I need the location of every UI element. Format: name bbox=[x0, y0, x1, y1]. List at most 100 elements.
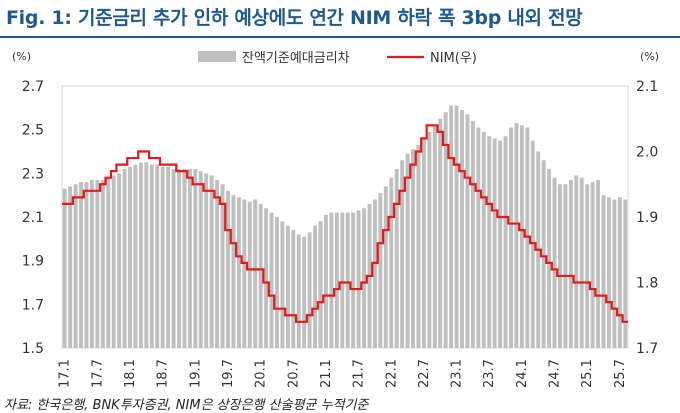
x-tick-label: 24.7 bbox=[548, 359, 563, 388]
left-tick-label: 1.9 bbox=[22, 254, 44, 270]
bar bbox=[460, 110, 464, 349]
x-tick-label: 25.7 bbox=[613, 359, 628, 388]
bar bbox=[215, 179, 220, 348]
x-tick-label: 21.1 bbox=[319, 359, 334, 388]
bar bbox=[547, 168, 552, 348]
bar bbox=[372, 199, 377, 348]
bar bbox=[487, 136, 492, 348]
bar bbox=[345, 212, 350, 348]
bar bbox=[498, 140, 503, 348]
bar bbox=[280, 221, 285, 348]
bar bbox=[617, 197, 622, 348]
bar bbox=[264, 208, 269, 348]
bar bbox=[302, 236, 307, 348]
bar bbox=[443, 112, 448, 348]
bar bbox=[383, 186, 388, 348]
bar bbox=[541, 160, 546, 348]
bar bbox=[296, 234, 301, 348]
bar bbox=[111, 175, 116, 348]
bar bbox=[275, 217, 279, 348]
bar bbox=[351, 212, 356, 348]
bar bbox=[503, 136, 508, 348]
bar bbox=[481, 131, 486, 348]
bar bbox=[612, 199, 617, 348]
bar bbox=[356, 210, 361, 348]
bar bbox=[155, 164, 160, 348]
bar bbox=[138, 162, 143, 348]
bar bbox=[323, 214, 328, 348]
bar bbox=[231, 195, 236, 348]
bar bbox=[579, 177, 584, 348]
bar bbox=[285, 225, 290, 348]
x-tick-label: 17.1 bbox=[58, 359, 73, 388]
x-tick-label: 19.1 bbox=[188, 359, 203, 388]
bar bbox=[590, 182, 595, 348]
bar-series bbox=[62, 105, 628, 349]
bar bbox=[209, 175, 214, 348]
bar bbox=[84, 182, 89, 348]
bar bbox=[117, 173, 122, 348]
bar bbox=[182, 168, 187, 348]
left-tick-label: 2.3 bbox=[22, 166, 44, 182]
legend: 잔액기준예대금리차 NIM(우) bbox=[198, 51, 477, 66]
bar bbox=[133, 164, 138, 348]
left-tick-label: 2.5 bbox=[22, 123, 44, 139]
legend-label-line: NIM(우) bbox=[430, 51, 477, 66]
title-rule bbox=[0, 36, 680, 38]
bar bbox=[416, 144, 421, 348]
bar bbox=[421, 138, 426, 348]
bar bbox=[318, 221, 323, 348]
axes: (%) 1.5 1.7 1.9 2.1 2.3 2.5 2.7 (%) 1.7 1.8 1.9 2.0 2… bbox=[12, 50, 659, 388]
bar bbox=[400, 160, 405, 348]
plot-frame bbox=[61, 85, 629, 349]
bar bbox=[307, 232, 312, 348]
bar bbox=[394, 168, 399, 348]
bar bbox=[187, 168, 192, 348]
bar bbox=[258, 203, 263, 348]
bar bbox=[362, 208, 367, 348]
right-tick-label: 1.8 bbox=[636, 276, 658, 292]
x-tick-label: 23.7 bbox=[482, 359, 497, 388]
bar bbox=[601, 195, 606, 348]
x-tick-label: 18.1 bbox=[123, 359, 138, 388]
bar bbox=[177, 168, 181, 348]
bar bbox=[389, 177, 394, 348]
right-tick-label: 2.0 bbox=[636, 145, 658, 161]
bar bbox=[73, 184, 78, 348]
source-note: 자료: 한국은행, BNK투자증권, NIM은 상장은행 산술평균 누적기준 bbox=[4, 398, 369, 413]
bar bbox=[552, 177, 557, 348]
bar bbox=[405, 153, 410, 348]
bar bbox=[514, 123, 519, 349]
right-tick-label: 1.7 bbox=[636, 341, 658, 357]
bar bbox=[62, 188, 67, 348]
bar bbox=[596, 179, 601, 348]
bar bbox=[291, 230, 296, 348]
left-tick-label: 1.7 bbox=[22, 297, 44, 313]
x-tick-label: 20.1 bbox=[254, 359, 269, 388]
bar bbox=[492, 138, 497, 348]
legend-swatch-bar bbox=[198, 51, 236, 62]
line-series bbox=[62, 124, 628, 323]
bar bbox=[253, 199, 258, 348]
chart-title: Fig. 1: 기준금리 추가 인하 예상에도 연간 NIM 하락 폭 3bp … bbox=[6, 7, 583, 29]
bar bbox=[122, 168, 127, 348]
right-axis-unit: (%) bbox=[640, 50, 659, 63]
x-tick-label: 23.1 bbox=[450, 359, 465, 388]
bar bbox=[100, 179, 105, 348]
left-tick-label: 2.7 bbox=[22, 79, 44, 95]
legend-label-bar: 잔액기준예대금리차 bbox=[242, 51, 350, 66]
bar bbox=[427, 131, 432, 348]
bar bbox=[340, 212, 345, 348]
bar bbox=[198, 171, 203, 348]
bar bbox=[329, 212, 334, 348]
bar bbox=[79, 182, 84, 348]
bar bbox=[160, 166, 165, 348]
bar bbox=[193, 168, 198, 348]
x-tick-label: 18.7 bbox=[156, 359, 171, 388]
x-tick-label: 20.7 bbox=[286, 359, 301, 388]
left-axis-unit: (%) bbox=[12, 50, 31, 63]
bar bbox=[334, 212, 339, 348]
left-tick-label: 2.1 bbox=[22, 210, 44, 226]
bar bbox=[563, 184, 568, 348]
bar bbox=[144, 162, 149, 348]
